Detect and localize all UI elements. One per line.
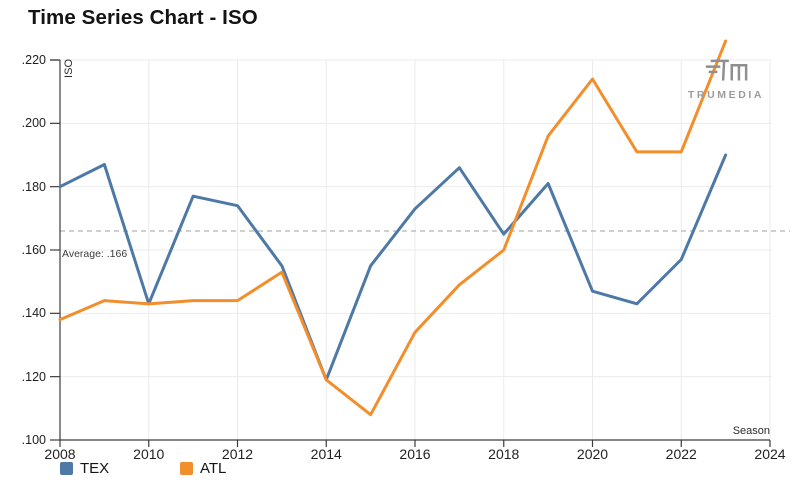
y-tick-label: .160 [21, 243, 46, 257]
y-tick-label: .180 [21, 179, 46, 194]
trumedia-logo-text: TRUMEDIA [687, 89, 765, 101]
trumedia-logo-icon [705, 59, 748, 81]
legend-swatch [180, 462, 193, 475]
y-tick-label: .200 [21, 116, 46, 131]
chart-legend: TEX ATL [0, 460, 800, 480]
trumedia-logo: TRUMEDIA [680, 57, 772, 101]
legend-item-atl[interactable]: ATL [180, 460, 226, 477]
legend-label: TEX [80, 460, 110, 477]
x-tick-label: 2010 [133, 446, 165, 462]
series-line-tex [58, 153, 728, 382]
legend-swatch [60, 462, 73, 475]
x-tick-label: 2018 [488, 446, 520, 462]
page-title: Time Series Chart - ISO [28, 6, 258, 29]
legend-item-tex[interactable]: TEX [60, 460, 109, 477]
series-line-atl [58, 39, 728, 417]
x-tick-label: 2022 [665, 446, 697, 462]
y-tick-label: .220 [21, 53, 46, 67]
average-line-label: Average: .166 [62, 248, 128, 260]
x-tick-label: 2020 [576, 446, 609, 462]
x-tick-label: 2016 [399, 446, 431, 462]
y-tick-label: .120 [21, 369, 46, 384]
legend-label: ATL [200, 460, 227, 477]
y-axis-label: ISO [63, 59, 75, 78]
x-tick-label: 2014 [310, 446, 342, 462]
x-tick-label: 2024 [754, 446, 786, 462]
y-tick-label: .100 [21, 433, 46, 447]
x-axis-label: Season [732, 425, 770, 437]
y-tick-label: .140 [21, 306, 46, 321]
x-tick-label: 2012 [221, 446, 254, 462]
x-tick-label: 2008 [44, 446, 76, 462]
